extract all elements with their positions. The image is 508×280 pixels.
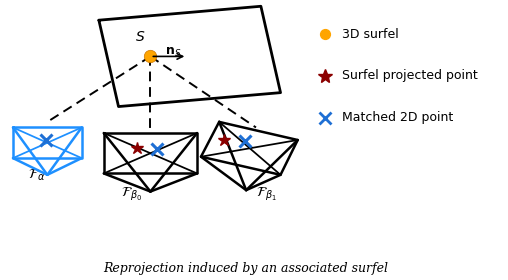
Text: $\mathbf{n}_{S}$: $\mathbf{n}_{S}$ [165,46,181,59]
Text: $\mathcal{F}_{\beta_0}$: $\mathcal{F}_{\beta_0}$ [121,185,142,203]
Text: Matched 2D point: Matched 2D point [342,111,453,124]
Point [321,32,329,36]
Text: 3D surfel: 3D surfel [342,28,399,41]
Text: $\mathcal{F}_{\alpha}$: $\mathcal{F}_{\alpha}$ [28,168,45,183]
Text: Surfel projected point: Surfel projected point [342,69,478,82]
Point [146,54,154,59]
Text: $\mathcal{F}_{\beta_1}$: $\mathcal{F}_{\beta_1}$ [256,185,277,203]
Text: Reprojection induced by an associated surfel: Reprojection induced by an associated su… [104,262,389,275]
Text: $S$: $S$ [136,30,146,44]
